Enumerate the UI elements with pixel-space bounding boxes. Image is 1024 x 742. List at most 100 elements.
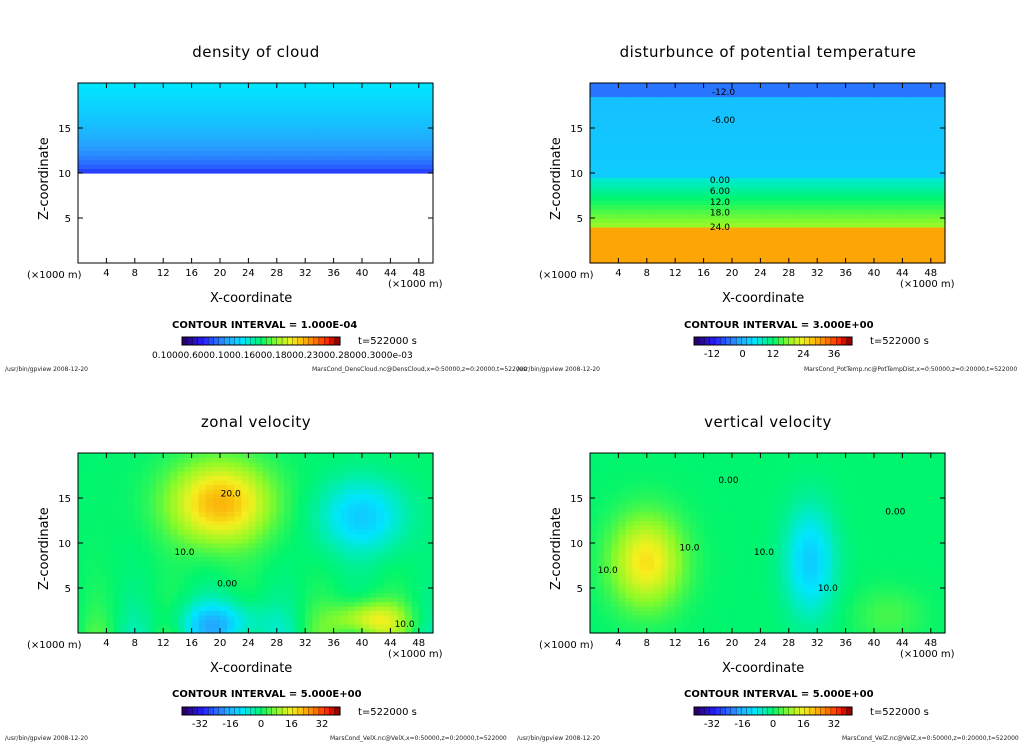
heatmap-cell bbox=[284, 101, 292, 106]
heatmap-cell bbox=[128, 525, 136, 530]
heatmap-cell bbox=[149, 597, 157, 602]
heatmap-cell bbox=[220, 160, 228, 165]
heatmap-cell bbox=[92, 124, 100, 129]
heatmap-cell bbox=[170, 480, 178, 485]
heatmap-cell bbox=[682, 110, 690, 115]
heatmap-cell bbox=[618, 137, 626, 142]
heatmap-cell bbox=[661, 250, 669, 255]
heatmap-cell bbox=[99, 480, 107, 485]
heatmap-cell bbox=[305, 106, 313, 111]
heatmap-cell bbox=[256, 462, 264, 467]
heatmap-cell bbox=[902, 142, 910, 147]
heatmap-cell bbox=[334, 566, 342, 571]
heatmap-cell bbox=[689, 173, 697, 178]
heatmap-cell bbox=[256, 566, 264, 571]
heatmap-cell bbox=[768, 214, 776, 219]
heatmap-cell bbox=[284, 624, 292, 629]
heatmap-cell bbox=[142, 552, 150, 557]
heatmap-cell bbox=[704, 106, 712, 111]
heatmap-cell bbox=[305, 97, 313, 102]
heatmap-cell bbox=[931, 88, 939, 93]
heatmap-cell bbox=[760, 115, 768, 120]
heatmap-cell bbox=[860, 250, 868, 255]
heatmap-cell bbox=[895, 254, 903, 259]
heatmap-cell bbox=[128, 101, 136, 106]
heatmap-cell bbox=[689, 214, 697, 219]
heatmap-cell bbox=[170, 530, 178, 535]
heatmap-cell bbox=[156, 534, 164, 539]
heatmap-cell bbox=[383, 548, 391, 553]
heatmap-cell bbox=[633, 223, 641, 228]
heatmap-cell bbox=[192, 146, 200, 151]
heatmap-cell bbox=[881, 101, 889, 106]
heatmap-cell bbox=[348, 476, 356, 481]
heatmap-cell bbox=[831, 106, 839, 111]
heatmap-cell bbox=[647, 88, 655, 93]
heatmap-cell bbox=[931, 236, 939, 241]
heatmap-cell bbox=[114, 624, 122, 629]
heatmap-cell bbox=[369, 476, 377, 481]
heatmap-cell bbox=[383, 584, 391, 589]
heatmap-cell bbox=[341, 462, 349, 467]
heatmap-cell bbox=[291, 593, 299, 598]
heatmap-cell bbox=[910, 106, 918, 111]
heatmap-cell bbox=[170, 570, 178, 575]
heatmap-cell bbox=[831, 245, 839, 250]
heatmap-cell bbox=[888, 178, 896, 183]
heatmap-cell bbox=[284, 566, 292, 571]
heatmap-cell bbox=[128, 151, 136, 156]
heatmap-cell bbox=[256, 97, 264, 102]
heatmap-cell bbox=[860, 92, 868, 97]
heatmap-cell bbox=[860, 115, 868, 120]
heatmap-cell bbox=[149, 507, 157, 512]
contour-interval: CONTOUR INTERVAL = 1.000E-04 bbox=[172, 320, 357, 331]
heatmap-cell bbox=[626, 146, 634, 151]
heatmap-cell bbox=[746, 245, 754, 250]
heatmap-cell bbox=[270, 597, 278, 602]
heatmap-cell bbox=[931, 97, 939, 102]
heatmap-cell bbox=[647, 227, 655, 232]
heatmap-cell bbox=[831, 250, 839, 255]
heatmap-cell bbox=[263, 503, 271, 508]
heatmap-cell bbox=[277, 480, 285, 485]
heatmap-cell bbox=[185, 579, 193, 584]
heatmap-cell bbox=[718, 106, 726, 111]
heatmap-cell bbox=[604, 214, 612, 219]
heatmap-cell bbox=[199, 106, 207, 111]
heatmap-cell bbox=[590, 187, 598, 192]
heatmap-cell bbox=[156, 106, 164, 111]
heatmap-cell bbox=[881, 88, 889, 93]
heatmap-cell bbox=[334, 588, 342, 593]
heatmap-cell bbox=[874, 218, 882, 223]
colorbar-swatch bbox=[841, 337, 847, 345]
heatmap-cell bbox=[618, 92, 626, 97]
heatmap-cell bbox=[85, 92, 93, 97]
heatmap-cell bbox=[284, 494, 292, 499]
heatmap-cell bbox=[881, 178, 889, 183]
heatmap-cell bbox=[376, 462, 384, 467]
heatmap-cell bbox=[156, 525, 164, 530]
heatmap-cell bbox=[142, 169, 150, 174]
heatmap-cell bbox=[121, 124, 129, 129]
heatmap-cell bbox=[853, 187, 861, 192]
heatmap-cell bbox=[256, 552, 264, 557]
heatmap-cell bbox=[291, 458, 299, 463]
heatmap-cell bbox=[248, 548, 256, 553]
heatmap-cell bbox=[128, 620, 136, 625]
heatmap-cell bbox=[348, 489, 356, 494]
heatmap-cell bbox=[142, 115, 150, 120]
heatmap-cell bbox=[376, 142, 384, 147]
heatmap-cell bbox=[163, 539, 171, 544]
heatmap-cell bbox=[341, 521, 349, 526]
heatmap-cell bbox=[938, 232, 946, 237]
heatmap-cell bbox=[839, 124, 847, 129]
heatmap-cell bbox=[390, 110, 398, 115]
heatmap-cell bbox=[185, 133, 193, 138]
heatmap-cell bbox=[206, 471, 214, 476]
heatmap-cell bbox=[170, 584, 178, 589]
heatmap-cell bbox=[810, 155, 818, 160]
heatmap-cell bbox=[803, 245, 811, 250]
heatmap-cell bbox=[312, 142, 320, 147]
heatmap-cell bbox=[633, 106, 641, 111]
colorbar bbox=[182, 337, 340, 345]
